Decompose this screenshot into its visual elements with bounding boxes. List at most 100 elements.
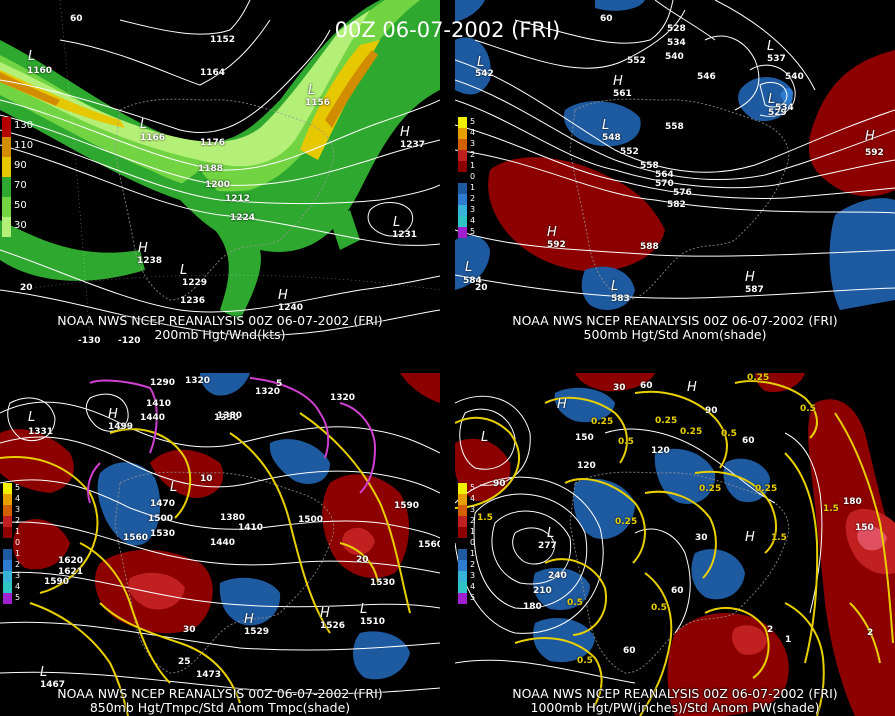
legend-label: 1 (470, 183, 476, 192)
contour-label: 1164 (200, 68, 226, 78)
legend-swatch (458, 527, 467, 538)
legend-swatch (2, 197, 11, 217)
contour-label: 1380 (217, 411, 243, 421)
contour-label: 1200 (205, 180, 231, 190)
legend-entry: 5 (3, 483, 37, 494)
contour-label: 277 (538, 541, 557, 551)
legend-label: 4 (15, 582, 21, 591)
legend-label: 4 (470, 494, 476, 503)
contour-label: 1.5 (477, 513, 493, 523)
contour-label: 1212 (225, 194, 251, 204)
legend-label: 5 (15, 483, 21, 492)
legend-swatch (458, 582, 467, 593)
pressure-center-label: L (481, 430, 489, 445)
contour-label: 561 (613, 89, 632, 99)
contour-label: -120 (118, 336, 141, 343)
legend-swatch (3, 483, 12, 494)
contour-label: 90 (705, 406, 718, 416)
legend-label: 2 (15, 560, 21, 569)
pressure-center-label: L (140, 117, 148, 132)
legend-label: 0 (15, 538, 21, 547)
contour-label: 1529 (244, 627, 270, 637)
caption-field: 1000mb Hgt/PW(inches)/Std Anom PW(shade) (530, 700, 820, 715)
pressure-center-label: H (613, 74, 623, 89)
contour-label: 1510 (360, 617, 386, 627)
pressure-center-label: L (768, 92, 776, 107)
contour-label: 1560 (418, 540, 440, 550)
contour-label: 1500 (298, 515, 324, 525)
legend-label: 110 (14, 140, 34, 151)
legend-label: 5 (470, 483, 476, 492)
contour-label: 542 (475, 69, 494, 79)
legend-swatch (458, 161, 467, 172)
legend-entry: 4 (458, 128, 492, 139)
contour-label: 1.5 (771, 533, 787, 543)
contour-label: 10 (200, 474, 213, 484)
pressure-center-label: H (547, 225, 557, 240)
caption-source: NOAA NWS NCEP REANALYSIS 00Z 06-07-2002 … (57, 686, 383, 701)
legend-label: 2 (470, 560, 476, 569)
main-title: 00Z 06-07-2002 (FRI) (334, 18, 561, 42)
legend-entry: 3 (3, 505, 37, 516)
contour-label: 583 (611, 294, 630, 304)
legend-entry: 0 (458, 538, 492, 549)
legend-entry: 4 (3, 582, 37, 593)
pressure-center-label: H (687, 380, 697, 395)
contour-label: 30 (695, 533, 708, 543)
legend-label: 130 (14, 120, 34, 131)
contour-label: 1224 (230, 213, 256, 223)
legend-label: 5 (470, 227, 476, 236)
legend-entry: 2 (458, 150, 492, 161)
legend-label: 4 (470, 216, 476, 225)
contour-label: 1500 (148, 514, 174, 524)
legend-entry: 0 (3, 538, 37, 549)
legend-entry: 1 (458, 183, 492, 194)
legend-entry: 1 (458, 549, 492, 560)
pressure-center-label: L (308, 83, 316, 98)
legend-swatch (458, 549, 467, 560)
pressure-center-label: L (611, 279, 619, 294)
contour-label: 564 (655, 170, 674, 180)
pressure-center-label: L (393, 215, 401, 230)
contour-label: 0.25 (591, 417, 614, 427)
legend-label: 50 (14, 200, 27, 211)
contour-label: 0.5 (577, 656, 593, 666)
contour-label: 2 (767, 625, 774, 635)
contour-label: 150 (575, 433, 594, 443)
contour-label: 60 (600, 14, 613, 24)
legend-entry: 5 (458, 593, 492, 604)
pressure-center-label: L (28, 410, 36, 425)
contour-label: 1 (785, 635, 792, 645)
legend-entry: 1 (3, 549, 37, 560)
pressure-center-label: H (745, 530, 755, 545)
contour-label: 1331 (28, 427, 54, 437)
legend-swatch (3, 538, 12, 549)
contour-label: 1499 (108, 422, 134, 432)
caption-source: NOAA NWS NCEP REANALYSIS 00Z 06-07-2002 … (512, 313, 838, 328)
contour-label: 552 (627, 56, 646, 66)
contour-label: 1237 (400, 140, 426, 150)
contour-label: 1440 (210, 538, 236, 548)
legend-label: 2 (470, 516, 476, 525)
contour-label: 1590 (44, 577, 70, 587)
contour-label: 1410 (238, 523, 264, 533)
pressure-center-label: H (400, 125, 410, 140)
panel-200mb: 130 110 90 70 50 30 L 1160 1152 1164 L 1156 L 1166 11… (0, 0, 440, 343)
contour-label: 592 (547, 240, 566, 250)
legend-entry: 4 (3, 494, 37, 505)
contour-label: 1350 (214, 413, 240, 423)
contour-label: 570 (655, 179, 674, 189)
contour-label: 0.5 (800, 404, 816, 414)
contour-label: 1176 (200, 138, 226, 148)
map-200mb (0, 0, 440, 343)
contour-label: 0.25 (680, 427, 703, 437)
legend-swatch (3, 527, 12, 538)
legend-swatch (458, 593, 467, 604)
pressure-center-label: H (244, 612, 254, 627)
legend-label: 3 (15, 505, 21, 514)
caption-source: NOAA NWS NCEP REANALYSIS 00Z 06-07-2002 … (512, 686, 838, 701)
legend-swatch (2, 117, 11, 137)
contour-label: 1238 (137, 256, 163, 266)
legend-entry: 5 (458, 227, 492, 238)
